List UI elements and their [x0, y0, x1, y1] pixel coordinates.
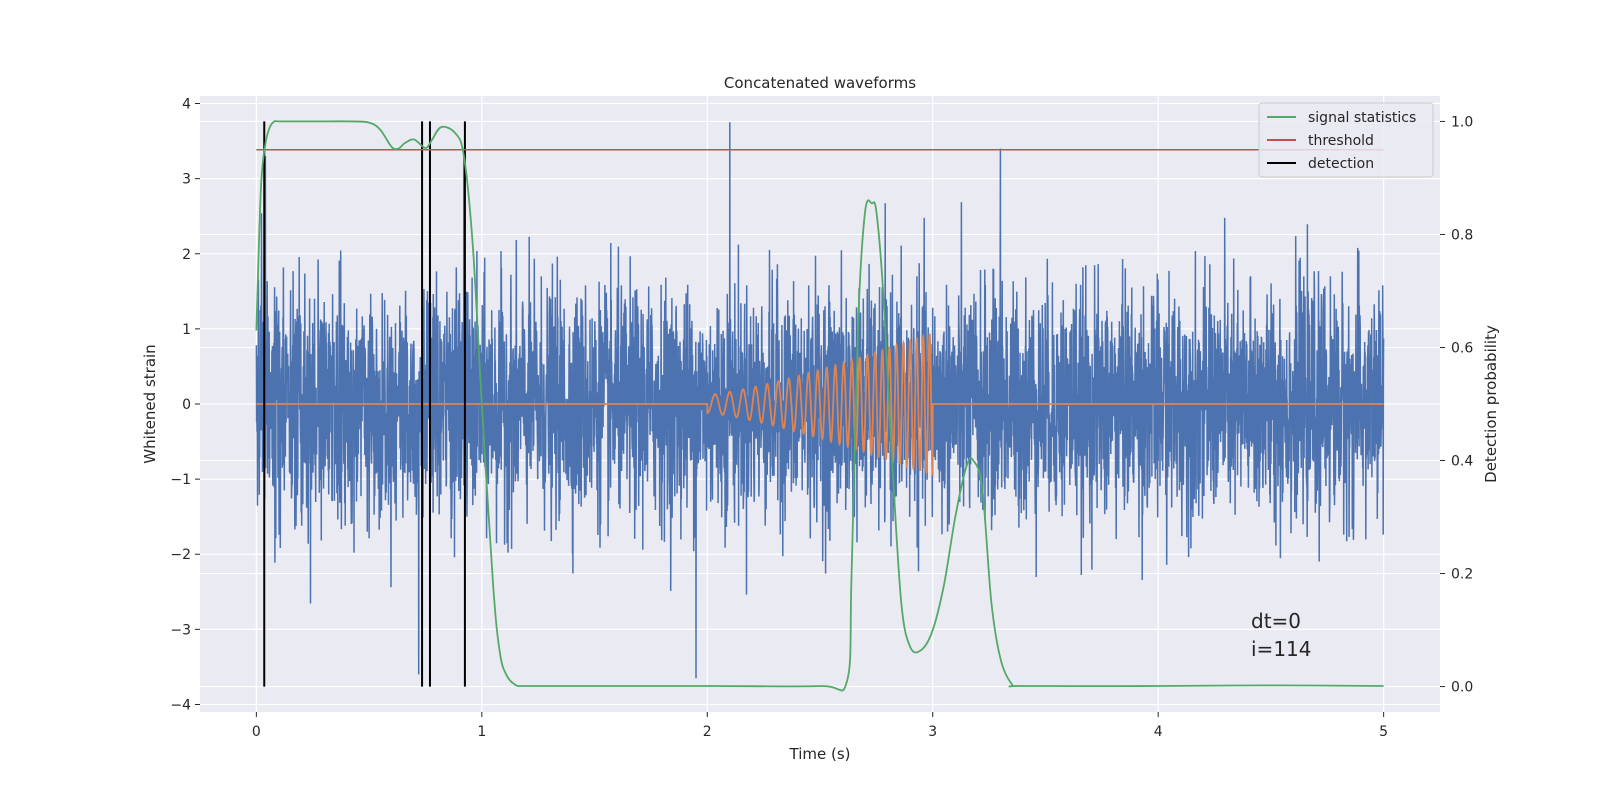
- y2-tick-label: 0.2: [1451, 567, 1473, 583]
- y-tick-label: 2: [182, 247, 191, 263]
- y2-tick-label: 0.6: [1451, 340, 1473, 356]
- annotation: dt=0 i=114: [1251, 609, 1312, 661]
- legend-label-statistics: signal statistics: [1308, 110, 1416, 126]
- x-tick-label: 3: [928, 724, 937, 740]
- y-tick-label: −4: [170, 697, 191, 713]
- x-axis-ticks: 0 1 2 3 4 5: [252, 712, 1388, 740]
- chart-title: Concatenated waveforms: [724, 74, 916, 92]
- x-tick-label: 1: [477, 724, 486, 740]
- y-tick-label: −1: [170, 472, 191, 488]
- x-tick-label: 5: [1379, 724, 1388, 740]
- annotation-i: i=114: [1251, 637, 1312, 661]
- signal-statistics-series: [255, 120, 1384, 692]
- y-tick-label: 1: [182, 322, 191, 338]
- legend-label-detection: detection: [1308, 156, 1374, 172]
- signal-series: [256, 333, 1384, 476]
- y2-axis-ticks: 0.0 0.2 0.4 0.6 0.8 1.0: [1440, 114, 1473, 696]
- x-tick-label: 4: [1154, 724, 1163, 740]
- y-tick-label: 3: [182, 172, 191, 188]
- y2-tick-label: 0.8: [1451, 227, 1473, 243]
- x-axis-label: Time (s): [789, 745, 851, 763]
- y-tick-label: 4: [182, 97, 191, 113]
- strain-series: [255, 122, 1385, 679]
- y-axis-ticks: −4 −3 −2 −1 0 1 2 3 4: [170, 97, 200, 713]
- legend-box: [1258, 102, 1434, 178]
- y-tick-label: −3: [170, 622, 191, 638]
- y2-tick-label: 0.4: [1451, 454, 1473, 470]
- y-tick-label: −2: [170, 547, 191, 563]
- annotation-dt: dt=0: [1251, 609, 1301, 633]
- y2-axis-label: Detection probability: [1482, 325, 1500, 483]
- y2-tick-label: 0.0: [1451, 680, 1473, 696]
- y-tick-label: 0: [182, 397, 191, 413]
- y-axis-label: Whitened strain: [141, 344, 159, 463]
- legend: signal statistics threshold detection: [1258, 102, 1434, 178]
- y2-tick-label: 1.0: [1451, 114, 1473, 130]
- legend-label-threshold: threshold: [1308, 133, 1374, 149]
- x-tick-label: 0: [252, 724, 261, 740]
- x-tick-label: 2: [703, 724, 712, 740]
- detection-lines: [263, 121, 466, 687]
